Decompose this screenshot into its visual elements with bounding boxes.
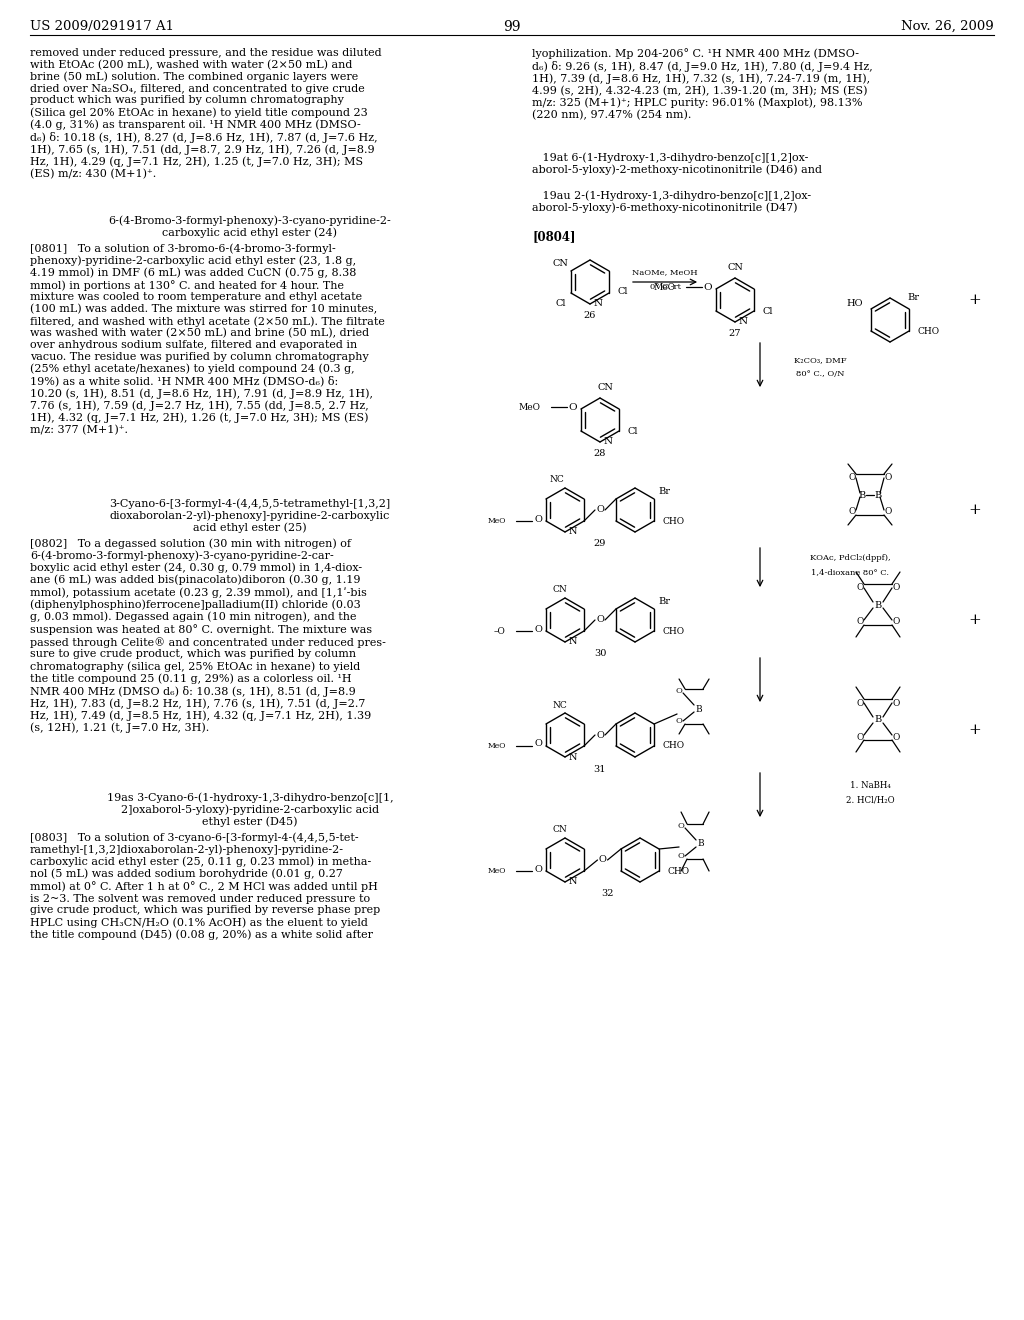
Text: removed under reduced pressure, and the residue was diluted
with EtOAc (200 mL),: removed under reduced pressure, and the … (30, 48, 382, 180)
Text: B: B (695, 705, 702, 714)
Text: 28: 28 (594, 450, 606, 458)
Text: 2. HCl/H₂O: 2. HCl/H₂O (846, 796, 894, 804)
Text: O: O (596, 730, 604, 739)
Text: O: O (534, 865, 542, 874)
Text: B: B (874, 601, 882, 610)
Text: CN: CN (597, 383, 613, 392)
Text: O: O (892, 698, 900, 708)
Text: N: N (603, 437, 612, 446)
Text: KOAc, PdCl₂(dppf),: KOAc, PdCl₂(dppf), (810, 554, 890, 562)
Text: O: O (596, 506, 604, 515)
Text: CHO: CHO (663, 627, 685, 635)
Text: N: N (568, 752, 578, 762)
Text: NC: NC (550, 475, 564, 484)
Text: Cl: Cl (763, 306, 773, 315)
Text: 26: 26 (584, 312, 596, 321)
Text: MeO: MeO (654, 282, 676, 292)
Text: 31: 31 (594, 764, 606, 774)
Text: NaOMe, MeOH: NaOMe, MeOH (632, 268, 697, 276)
Text: O: O (892, 733, 900, 742)
Text: CHO: CHO (668, 866, 690, 875)
Text: 0° C.-rt: 0° C.-rt (649, 282, 681, 290)
Text: Br: Br (658, 597, 670, 606)
Text: K₂CO₃, DMF: K₂CO₃, DMF (794, 356, 846, 364)
Text: N: N (568, 878, 578, 887)
Text: 1. NaBH₄: 1. NaBH₄ (850, 780, 891, 789)
Text: Br: Br (907, 293, 920, 301)
Text: O: O (678, 822, 684, 830)
Text: HO: HO (847, 300, 863, 309)
Text: CHO: CHO (663, 742, 685, 751)
Text: B: B (874, 491, 882, 499)
Text: MeO: MeO (487, 517, 506, 525)
Text: Cl: Cl (556, 298, 566, 308)
Text: CN: CN (552, 260, 568, 268)
Text: [0804]: [0804] (532, 230, 575, 243)
Text: [0803]   To a solution of 3-cyano-6-[3-formyl-4-(4,4,5,5-tet-
ramethyl-[1,3,2]di: [0803] To a solution of 3-cyano-6-[3-for… (30, 832, 380, 940)
Text: O: O (703, 282, 713, 292)
Text: +: + (969, 723, 981, 737)
Text: +: + (969, 612, 981, 627)
Text: O: O (534, 624, 542, 634)
Text: [0802]   To a degassed solution (30 min with nitrogen) of
6-(4-bromo-3-formyl-ph: [0802] To a degassed solution (30 min wi… (30, 539, 386, 734)
Text: O: O (848, 474, 856, 483)
Text: 30: 30 (594, 649, 606, 659)
Text: B: B (858, 491, 865, 499)
Text: MeO: MeO (487, 742, 506, 750)
Text: +: + (969, 293, 981, 308)
Text: O: O (599, 855, 606, 865)
Text: O: O (856, 583, 863, 593)
Text: 19at 6-(1-Hydroxy-1,3-dihydro-benzo[c][1,2]ox-
aborol-5-yloxy)-2-methoxy-nicotin: 19at 6-(1-Hydroxy-1,3-dihydro-benzo[c][1… (532, 152, 822, 174)
Text: O: O (596, 615, 604, 624)
Text: O: O (856, 618, 863, 627)
Text: –O: –O (494, 627, 506, 635)
Text: Br: Br (658, 487, 670, 495)
Text: 19as 3-Cyano-6-(1-hydroxy-1,3-dihydro-benzo[c][1,
2]oxaborol-5-yloxy)-pyridine-2: 19as 3-Cyano-6-(1-hydroxy-1,3-dihydro-be… (106, 792, 393, 828)
Text: 3-Cyano-6-[3-formyl-4-(4,4,5,5-tetramethyl-[1,3,2]
dioxaborolan-2-yl)-phenoxy]-p: 3-Cyano-6-[3-formyl-4-(4,4,5,5-tetrameth… (110, 498, 390, 533)
Text: O: O (676, 717, 682, 725)
Text: lyophilization. Mp 204-206° C. ¹H NMR 400 MHz (DMSO-
d₆) δ: 9.26 (s, 1H), 8.47 (: lyophilization. Mp 204-206° C. ¹H NMR 40… (532, 48, 872, 120)
Text: 99: 99 (503, 20, 521, 34)
Text: 6-(4-Bromo-3-formyl-phenoxy)-3-cyano-pyridine-2-
carboxylic acid ethyl ester (24: 6-(4-Bromo-3-formyl-phenoxy)-3-cyano-pyr… (109, 215, 391, 238)
Text: 29: 29 (594, 540, 606, 549)
Text: 1,4-dioxane 80° C.: 1,4-dioxane 80° C. (811, 568, 889, 576)
Text: O: O (856, 733, 863, 742)
Text: [0801]   To a solution of 3-bromo-6-(4-bromo-3-formyl-
phenoxy)-pyridine-2-carbo: [0801] To a solution of 3-bromo-6-(4-bro… (30, 243, 385, 436)
Text: O: O (568, 403, 578, 412)
Text: B: B (697, 840, 705, 849)
Text: N: N (568, 638, 578, 647)
Text: O: O (848, 507, 856, 516)
Text: CN: CN (553, 825, 567, 834)
Text: O: O (676, 686, 682, 696)
Text: B: B (874, 715, 882, 725)
Text: Nov. 26, 2009: Nov. 26, 2009 (901, 20, 994, 33)
Text: N: N (594, 300, 602, 309)
Text: N: N (568, 528, 578, 536)
Text: 80° C., O/N: 80° C., O/N (796, 370, 844, 378)
Text: 27: 27 (729, 330, 741, 338)
Text: MeO: MeO (487, 867, 506, 875)
Text: O: O (856, 698, 863, 708)
Text: US 2009/0291917 A1: US 2009/0291917 A1 (30, 20, 174, 33)
Text: CN: CN (553, 586, 567, 594)
Text: O: O (534, 515, 542, 524)
Text: +: + (969, 503, 981, 517)
Text: 32: 32 (601, 890, 613, 899)
Text: O: O (534, 739, 542, 748)
Text: Cl: Cl (628, 426, 638, 436)
Text: 19au 2-(1-Hydroxy-1,3-dihydro-benzo[c][1,2]ox-
aborol-5-yloxy)-6-methoxy-nicotin: 19au 2-(1-Hydroxy-1,3-dihydro-benzo[c][1… (532, 190, 811, 213)
Text: N: N (738, 318, 748, 326)
Text: NC: NC (553, 701, 567, 710)
Text: Cl: Cl (617, 286, 629, 296)
Text: MeO: MeO (519, 403, 541, 412)
Text: O: O (885, 507, 892, 516)
Text: CHO: CHO (663, 516, 685, 525)
Text: O: O (892, 618, 900, 627)
Text: CHO: CHO (918, 326, 940, 335)
Text: O: O (678, 851, 684, 861)
Text: O: O (892, 583, 900, 593)
Text: CN: CN (727, 263, 743, 272)
Text: O: O (885, 474, 892, 483)
